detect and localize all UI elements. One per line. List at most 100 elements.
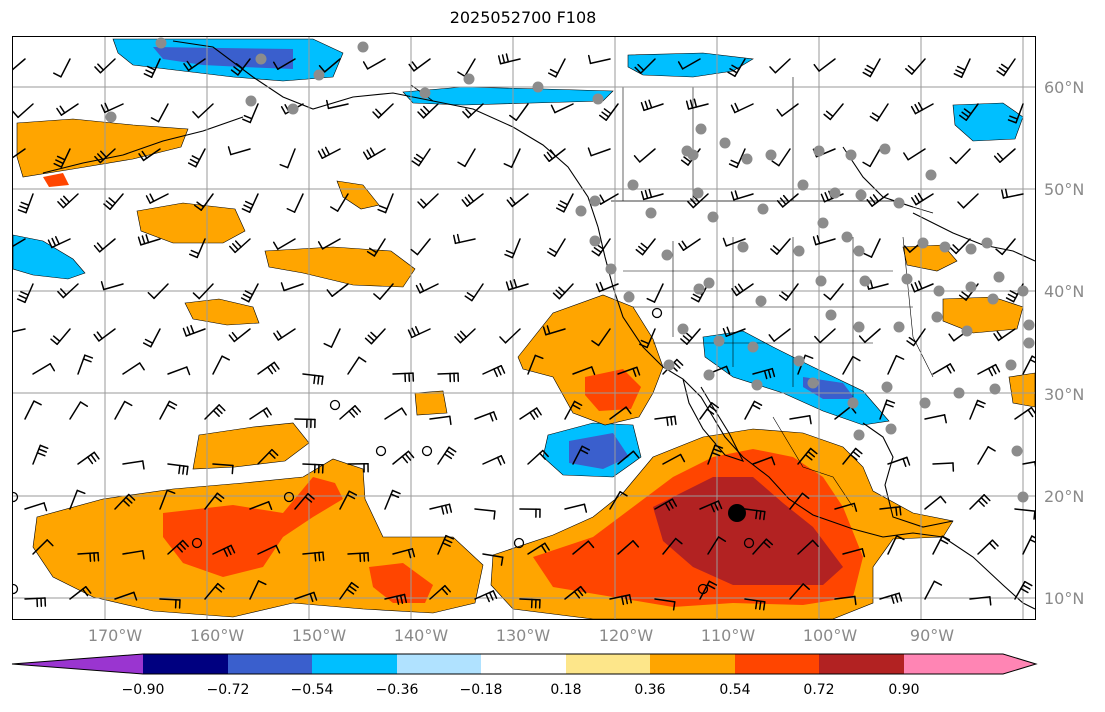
station-marker xyxy=(987,293,999,305)
wind-barb xyxy=(552,283,574,300)
wind-barb xyxy=(114,493,136,510)
lat-label-60n: 60°N xyxy=(1044,78,1085,97)
wind-barb xyxy=(77,354,94,375)
wind-barb xyxy=(192,103,214,119)
wind-barb xyxy=(752,367,776,380)
station-marker xyxy=(747,341,759,353)
wind-barb xyxy=(722,326,746,337)
open-station-marker xyxy=(191,537,203,549)
wind-barb xyxy=(13,328,26,333)
wind-barb xyxy=(279,148,296,169)
lon-label-140w: 140°W xyxy=(393,626,449,645)
wind-barb xyxy=(93,328,116,342)
wind-barb xyxy=(768,328,791,342)
wind-barb xyxy=(591,238,611,257)
wind-barb xyxy=(699,500,723,513)
wind-barb xyxy=(977,539,999,555)
wind-barb xyxy=(411,148,431,167)
wind-barb xyxy=(842,548,866,558)
wind-barb xyxy=(13,58,26,71)
wind-barb xyxy=(887,355,905,375)
wind-barb xyxy=(294,492,315,510)
wind-barb xyxy=(1022,355,1035,375)
wind-barb xyxy=(527,542,550,555)
wind-barb xyxy=(114,591,138,601)
open-station-marker xyxy=(13,583,19,595)
canada-us-border xyxy=(611,200,934,214)
lon-label-130w: 130°W xyxy=(495,626,551,645)
wind-barb xyxy=(103,193,124,211)
station-marker xyxy=(287,103,299,115)
wind-barb xyxy=(16,283,34,304)
wind-barb xyxy=(924,414,947,424)
colorbar-segment xyxy=(143,654,228,674)
wind-barb xyxy=(257,544,281,555)
wind-barb xyxy=(778,283,799,301)
wind-barb xyxy=(147,283,169,300)
station-marker-layer xyxy=(13,37,1035,595)
open-station-marker xyxy=(375,445,387,457)
wind-barb xyxy=(372,103,394,119)
lat-label-10n: 10°N xyxy=(1044,589,1085,608)
wind-barb xyxy=(527,354,544,375)
station-marker xyxy=(703,277,715,289)
wind-barb xyxy=(1014,406,1035,420)
wind-barb xyxy=(257,448,279,465)
map-panel xyxy=(12,36,1036,620)
colorbar-outline xyxy=(11,653,1038,675)
wind-barb xyxy=(752,456,776,466)
wind-barb xyxy=(437,446,457,465)
wind-barb xyxy=(242,103,259,124)
wind-barb xyxy=(229,238,251,254)
wind-barb xyxy=(1001,188,1024,199)
station-marker xyxy=(817,217,829,229)
wind-barb xyxy=(910,102,934,115)
wind-barb xyxy=(879,506,902,516)
wind-barb xyxy=(187,148,206,168)
open-station-marker xyxy=(283,491,295,503)
wind-barb xyxy=(866,193,889,207)
wind-barb xyxy=(384,489,401,510)
station-marker xyxy=(1023,337,1035,349)
wind-barb xyxy=(373,283,394,300)
wind-barb xyxy=(474,411,498,422)
open-station-marker xyxy=(651,307,663,319)
wind-barb xyxy=(212,544,236,557)
wind-barb xyxy=(122,362,145,375)
station-marker xyxy=(1017,491,1029,503)
wind-barb xyxy=(564,503,588,513)
wind-barb xyxy=(273,328,296,341)
station-marker xyxy=(592,93,604,105)
wind-barb xyxy=(527,449,549,465)
wind-barb xyxy=(744,598,766,611)
station-marker xyxy=(1023,319,1035,331)
station-marker xyxy=(855,189,867,201)
wind-barb xyxy=(769,58,791,74)
wind-barb xyxy=(452,233,476,245)
colorbar-segment xyxy=(735,654,819,674)
wind-barb xyxy=(1022,461,1035,468)
wind-barb xyxy=(722,237,746,247)
wind-barb xyxy=(50,328,71,346)
lon-label-100w: 100°W xyxy=(802,626,858,645)
lon-label-170w: 170°W xyxy=(87,626,143,645)
wind-barb xyxy=(564,585,587,600)
wind-barb xyxy=(609,406,632,420)
wind-barb xyxy=(212,355,230,375)
wind-barb xyxy=(461,193,484,207)
station-marker xyxy=(879,143,891,155)
station-marker xyxy=(845,149,857,161)
central-america-coastline xyxy=(942,536,1035,610)
wind-barb xyxy=(862,58,881,78)
graticule-layer xyxy=(13,37,1035,619)
wind-barb xyxy=(384,407,407,420)
colorbar-label: 0.54 xyxy=(719,682,751,698)
wind-barb xyxy=(280,282,304,292)
wind-barb xyxy=(325,99,349,110)
wind-barb xyxy=(519,508,541,518)
wind-barb xyxy=(812,235,836,246)
open-station-marker xyxy=(421,445,433,457)
wind-barb xyxy=(122,550,145,560)
wind-barb xyxy=(996,58,1016,77)
wind-barb xyxy=(204,492,225,510)
